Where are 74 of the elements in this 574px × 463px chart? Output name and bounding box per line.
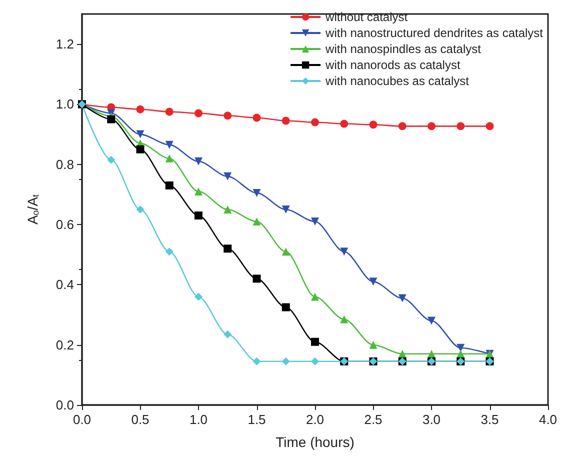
x-tick-label: 3.5 bbox=[480, 412, 499, 427]
point bbox=[224, 330, 232, 338]
point bbox=[194, 187, 202, 196]
x-tick-label: 4.0 bbox=[538, 412, 558, 427]
point bbox=[456, 350, 465, 358]
point bbox=[311, 118, 319, 126]
point bbox=[252, 274, 261, 283]
point bbox=[107, 115, 116, 124]
point bbox=[165, 248, 174, 256]
x-tick-label: 3.0 bbox=[422, 412, 441, 427]
x-tick-label: 0.0 bbox=[72, 412, 92, 427]
point bbox=[340, 248, 348, 256]
point bbox=[369, 278, 378, 286]
point bbox=[282, 303, 290, 312]
point bbox=[456, 344, 465, 352]
point bbox=[398, 350, 406, 358]
x-axis-title: Time (hours) bbox=[276, 434, 354, 450]
point bbox=[252, 357, 261, 366]
legend-label: with nanostructured dendrites as catalyst bbox=[324, 26, 544, 40]
point bbox=[282, 357, 290, 366]
point bbox=[107, 156, 116, 164]
x-tick-label: 1.5 bbox=[248, 412, 266, 427]
legend-label: with nanospindles as catalyst bbox=[324, 42, 482, 56]
point bbox=[398, 294, 406, 302]
point bbox=[136, 130, 144, 138]
x-tick-label: 1.0 bbox=[189, 412, 208, 427]
point bbox=[311, 338, 319, 346]
point bbox=[136, 145, 144, 154]
point bbox=[194, 212, 202, 220]
point bbox=[165, 140, 174, 149]
y-tick-label: 0.0 bbox=[56, 398, 74, 412]
y-axis-title: Ao/At bbox=[24, 194, 40, 225]
point bbox=[340, 120, 348, 128]
point bbox=[282, 116, 290, 125]
x-tick-label: 2.5 bbox=[364, 412, 382, 427]
point bbox=[369, 340, 378, 349]
point bbox=[194, 292, 202, 301]
y-tick-label: 0.6 bbox=[56, 217, 74, 232]
point bbox=[428, 122, 436, 130]
y-tick-label: 1.0 bbox=[56, 96, 74, 112]
point bbox=[340, 315, 348, 324]
point bbox=[252, 188, 261, 197]
point bbox=[224, 172, 232, 180]
point bbox=[224, 244, 232, 253]
legend-label: with nanocubes as catalyst bbox=[324, 74, 470, 88]
point bbox=[282, 206, 290, 214]
point bbox=[224, 206, 232, 214]
point bbox=[428, 316, 436, 325]
point bbox=[456, 122, 465, 130]
y-tick-label: 0.8 bbox=[56, 156, 74, 172]
point bbox=[398, 122, 406, 130]
y-tick-label: 1.2 bbox=[56, 36, 74, 52]
legend-label: with nanorods as catalyst bbox=[324, 58, 461, 72]
point bbox=[369, 120, 378, 129]
y-tick-label: 0.2 bbox=[56, 337, 74, 352]
point bbox=[136, 206, 144, 214]
point bbox=[311, 218, 319, 226]
point bbox=[136, 105, 144, 114]
point bbox=[224, 112, 232, 120]
point bbox=[252, 218, 261, 226]
point bbox=[311, 357, 319, 366]
point bbox=[252, 114, 261, 122]
point bbox=[194, 109, 202, 118]
point bbox=[165, 108, 174, 116]
point bbox=[165, 154, 174, 162]
point bbox=[311, 292, 319, 301]
x-tick-label: 0.5 bbox=[131, 412, 150, 427]
point bbox=[194, 157, 202, 166]
x-tick-label: 2.0 bbox=[306, 412, 324, 427]
point bbox=[282, 248, 290, 256]
point bbox=[486, 122, 494, 130]
y-tick-label: 0.4 bbox=[56, 277, 74, 292]
point bbox=[165, 181, 174, 190]
legend-label: without catalyst bbox=[324, 10, 408, 24]
